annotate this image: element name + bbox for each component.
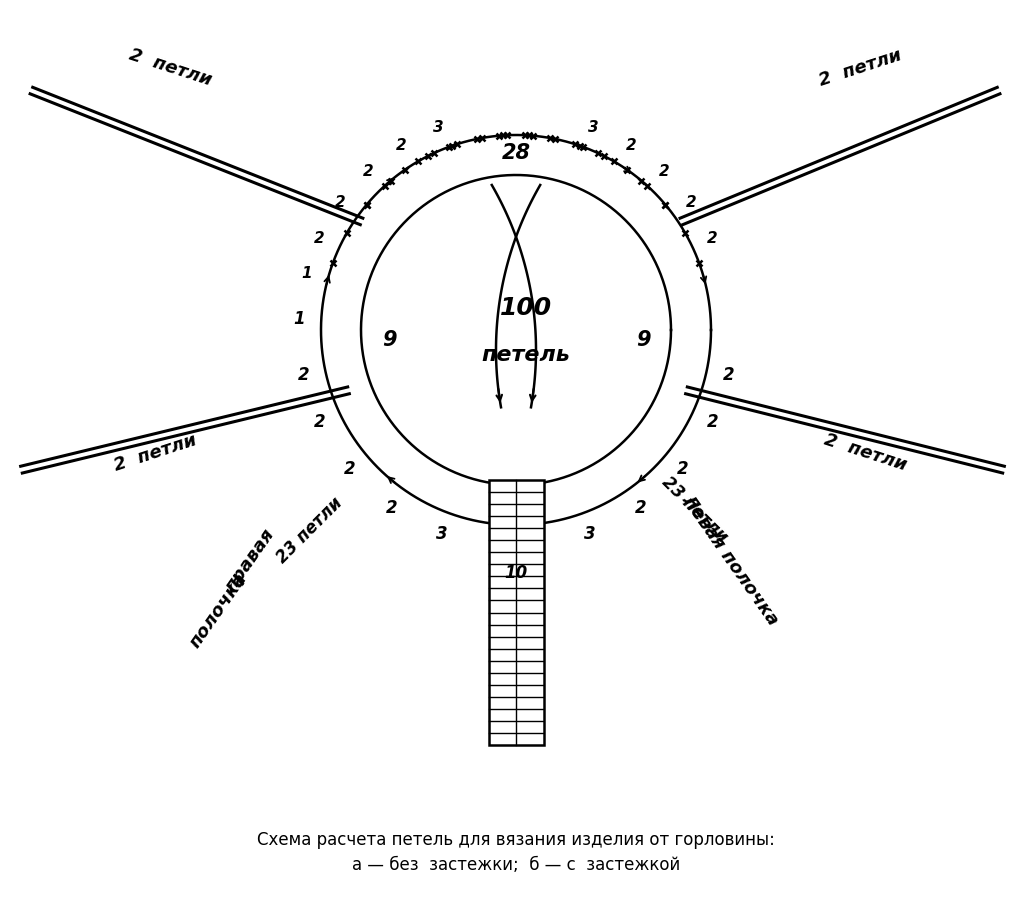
Text: 2: 2 [625, 138, 637, 154]
Text: 3: 3 [584, 524, 596, 543]
Text: 2: 2 [707, 231, 718, 245]
Text: 3: 3 [432, 120, 444, 135]
Text: 2  петли: 2 петли [111, 431, 198, 474]
Text: 2: 2 [395, 138, 407, 154]
Text: 2: 2 [686, 195, 697, 210]
Text: правая: правая [222, 525, 279, 594]
Text: 1: 1 [293, 310, 305, 327]
Text: 100: 100 [499, 296, 552, 320]
Text: 2: 2 [635, 499, 646, 516]
Text: 2: 2 [386, 499, 397, 516]
Text: 2: 2 [676, 461, 688, 478]
Text: 2  петли: 2 петли [821, 431, 908, 474]
Text: 46: 46 [502, 500, 530, 520]
Text: 2: 2 [658, 164, 670, 179]
Text: 2: 2 [722, 366, 734, 385]
Text: 3: 3 [436, 524, 448, 543]
Text: 23 петли: 23 петли [658, 474, 732, 546]
Text: а — без  застежки;  б — с  застежкой: а — без застежки; б — с застежкой [352, 856, 680, 874]
Text: 2: 2 [298, 366, 310, 385]
Text: полочка: полочка [186, 569, 251, 651]
Text: Схема расчета петель для вязания изделия от горловины:: Схема расчета петель для вязания изделия… [257, 831, 775, 849]
Text: 2: 2 [344, 461, 356, 478]
Text: 2: 2 [314, 413, 325, 431]
Text: 9: 9 [636, 330, 650, 350]
Text: 28: 28 [502, 143, 530, 163]
Text: 2: 2 [362, 164, 374, 179]
Text: петель: петель [482, 345, 571, 365]
Text: 23 петли: 23 петли [273, 494, 347, 566]
Text: 2: 2 [314, 231, 325, 245]
Text: Левая полочка: Левая полочка [678, 491, 782, 629]
Text: 3: 3 [588, 120, 600, 135]
Text: 2  петли: 2 петли [126, 46, 214, 90]
Text: 1: 1 [301, 266, 312, 282]
Text: 2: 2 [707, 413, 718, 431]
Bar [489, 480, 544, 745]
Text: 10: 10 [505, 564, 527, 582]
Text: 9: 9 [382, 330, 396, 350]
Text: 2: 2 [335, 195, 346, 210]
Text: 2  петли: 2 петли [816, 46, 904, 90]
